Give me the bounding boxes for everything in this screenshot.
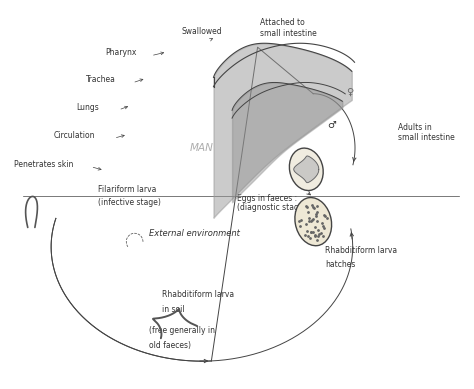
Text: (infective stage): (infective stage) xyxy=(99,198,161,207)
Text: old faeces): old faeces) xyxy=(148,341,191,350)
Text: (diagnostic stage): (diagnostic stage) xyxy=(237,203,306,212)
Text: ♀: ♀ xyxy=(346,87,353,97)
Text: ♂: ♂ xyxy=(327,120,336,130)
Text: External environment: External environment xyxy=(148,229,239,238)
Text: in soil: in soil xyxy=(163,305,185,314)
Text: Circulation: Circulation xyxy=(54,131,95,140)
Text: Lungs: Lungs xyxy=(77,103,100,112)
Text: Filariform larva: Filariform larva xyxy=(99,185,157,194)
Text: MAN: MAN xyxy=(190,143,214,153)
Text: Eggs in faeces :: Eggs in faeces : xyxy=(237,194,297,203)
Text: Attached to
small intestine: Attached to small intestine xyxy=(260,18,317,37)
Text: hatches: hatches xyxy=(325,260,355,270)
Text: (free generally in: (free generally in xyxy=(148,326,215,335)
Ellipse shape xyxy=(289,148,323,191)
Text: Rhabditiform larva: Rhabditiform larva xyxy=(163,290,235,299)
Ellipse shape xyxy=(295,198,332,246)
Text: Penetrates skin: Penetrates skin xyxy=(14,160,73,169)
Text: Swallowed: Swallowed xyxy=(182,26,222,35)
Text: Rhabditiform larva: Rhabditiform larva xyxy=(325,245,397,254)
Polygon shape xyxy=(294,156,319,182)
Text: Trachea: Trachea xyxy=(86,75,116,84)
Text: Pharynx: Pharynx xyxy=(106,48,137,57)
Text: Adults in
small intestine: Adults in small intestine xyxy=(398,123,455,142)
